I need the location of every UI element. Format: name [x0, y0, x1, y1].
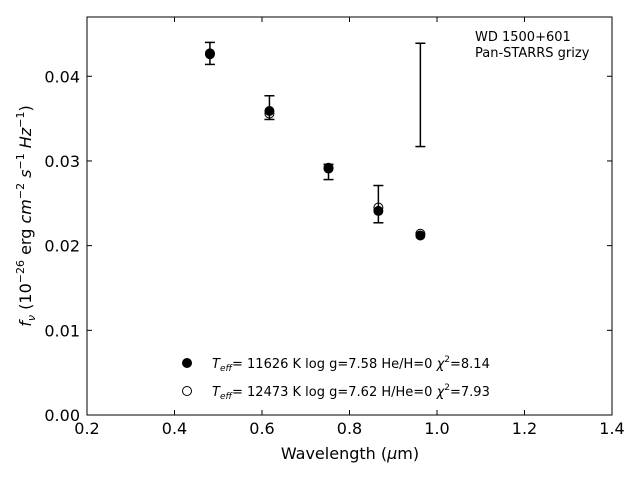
data-point-open — [415, 228, 426, 239]
legend-marker-open — [182, 386, 192, 396]
y-tick-label: 0.01 — [44, 321, 80, 340]
legend-entry-open: Teff= 12473 K log g=7.62 H/He=0 χ2=7.93 — [212, 383, 490, 402]
markers — [204, 48, 426, 241]
data-point-filled — [264, 105, 275, 116]
data-point-filled — [323, 162, 334, 173]
data-point-filled — [373, 205, 384, 216]
y-tick-label: 0.03 — [44, 152, 80, 171]
y-tick-label: 0.00 — [44, 406, 80, 425]
legend-marker-filled — [182, 358, 192, 368]
x-tick-label: 0.8 — [337, 419, 362, 438]
x-tick-label: 0.4 — [162, 419, 187, 438]
annotation-line-1: WD 1500+601 — [475, 30, 571, 45]
x-tick-label: 1.2 — [512, 419, 537, 438]
x-axis: 0.2 0.4 0.6 0.8 1.0 1.2 1.4 — [74, 17, 625, 438]
x-tick-label: 0.6 — [249, 419, 274, 438]
plot-area — [86, 16, 613, 416]
x-axis-title: Wavelength (μm) — [281, 444, 419, 463]
legend: Teff= 11626 K log g=7.58 He/H=0 χ2=8.14 … — [182, 355, 490, 402]
data-point-open — [373, 202, 384, 213]
x-tick-label: 0.2 — [74, 419, 99, 438]
x-tick-label: 1.4 — [599, 419, 624, 438]
y-tick-label: 0.02 — [44, 237, 80, 256]
data-point-open — [204, 49, 215, 60]
data-point-open — [264, 108, 275, 119]
y-tick-label: 0.04 — [44, 67, 80, 86]
annotation-line-2: Pan-STARRS grizy — [475, 46, 590, 61]
y-axis: 0.00 0.01 0.02 0.03 0.04 — [44, 67, 612, 425]
y-axis-title: fν (10−26 erg cm−2 s−1 Hz−1) — [14, 105, 38, 326]
data-point-open — [323, 163, 334, 174]
data-point-filled — [204, 48, 215, 59]
x-tick-label: 1.0 — [424, 419, 449, 438]
legend-entry-filled: Teff= 11626 K log g=7.58 He/H=0 χ2=8.14 — [212, 355, 490, 374]
